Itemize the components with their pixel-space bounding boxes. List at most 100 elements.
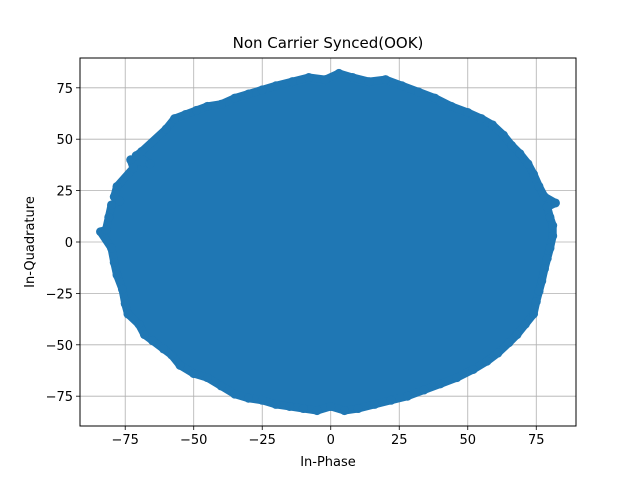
data-point <box>493 348 503 358</box>
x-axis-ticks: −75 −50 −25 0 25 50 75 <box>111 426 545 448</box>
data-point <box>104 212 114 222</box>
y-axis-ticks: −75 −50 −25 0 25 50 75 <box>46 82 80 405</box>
data-point <box>107 243 117 253</box>
data-point <box>476 114 486 124</box>
y-tick-label: −25 <box>46 287 73 302</box>
data-point <box>271 81 281 91</box>
data-point <box>244 89 254 99</box>
data-point <box>107 200 117 210</box>
y-tick-label: 25 <box>56 185 73 200</box>
data-point <box>515 149 525 159</box>
data-point <box>542 253 552 263</box>
data-point <box>257 85 267 95</box>
data-point <box>534 286 544 296</box>
data-point <box>145 159 155 169</box>
data-point <box>529 309 539 319</box>
data-point <box>101 225 111 235</box>
data-point <box>545 212 555 222</box>
x-tick-label: 0 <box>327 433 335 448</box>
data-point <box>230 93 240 103</box>
data-point <box>298 404 308 414</box>
data-point <box>304 73 314 83</box>
data-point <box>548 221 558 231</box>
data-point <box>348 73 358 83</box>
data-point <box>537 276 547 286</box>
data-point <box>257 395 267 405</box>
data-point <box>539 264 549 274</box>
y-tick-label: −75 <box>46 390 73 405</box>
x-tick-label: −75 <box>111 433 138 448</box>
data-point <box>216 99 226 109</box>
x-tick-label: 25 <box>391 433 408 448</box>
data-point <box>109 258 119 268</box>
data-point <box>364 77 374 87</box>
data-points <box>96 68 560 416</box>
x-tick-label: −50 <box>180 433 207 448</box>
data-point <box>550 198 560 208</box>
data-point <box>181 110 191 120</box>
data-point <box>134 319 144 329</box>
data-point <box>523 159 533 169</box>
data-point <box>419 385 429 395</box>
data-point <box>397 81 407 91</box>
data-point <box>230 389 240 399</box>
x-axis-label: In-Phase <box>300 455 356 470</box>
data-point <box>452 373 462 383</box>
data-point <box>413 87 423 97</box>
data-point <box>189 369 199 379</box>
data-point <box>539 192 549 202</box>
data-point <box>271 399 281 409</box>
data-point <box>529 169 539 179</box>
data-point <box>402 391 412 401</box>
data-point <box>504 338 514 348</box>
x-tick-label: 75 <box>528 433 545 448</box>
data-point <box>112 181 122 191</box>
data-point <box>120 299 130 309</box>
data-point <box>548 231 558 241</box>
data-point <box>512 330 522 340</box>
data-point <box>339 406 349 416</box>
data-point <box>534 181 544 191</box>
data-point <box>137 147 147 157</box>
data-point <box>167 350 177 360</box>
data-point <box>507 140 517 150</box>
data-point <box>148 336 158 346</box>
data-point <box>370 399 380 409</box>
data-point <box>542 202 552 212</box>
data-point <box>531 297 541 307</box>
data-point <box>159 344 169 354</box>
y-tick-label: 0 <box>65 236 73 251</box>
data-point <box>446 101 456 111</box>
x-tick-label: 50 <box>459 433 476 448</box>
data-point <box>191 105 201 115</box>
data-point <box>202 373 212 383</box>
data-point <box>482 356 492 366</box>
data-point <box>287 77 297 87</box>
data-point <box>545 243 555 253</box>
data-point <box>175 360 185 370</box>
y-tick-label: 75 <box>56 82 73 97</box>
y-axis-label: In-Quadrature <box>23 196 38 288</box>
data-point <box>128 163 138 173</box>
data-point <box>312 406 322 416</box>
data-point <box>170 114 180 124</box>
data-point <box>112 270 122 280</box>
x-tick-label: −25 <box>249 433 276 448</box>
data-point <box>435 379 445 389</box>
data-point <box>139 330 149 340</box>
data-point <box>202 101 212 111</box>
data-point <box>216 381 226 391</box>
chart-title: Non Carrier Synced(OOK) <box>233 34 424 52</box>
data-point <box>115 196 125 206</box>
data-point <box>430 93 440 103</box>
data-point <box>463 107 473 117</box>
data-point <box>326 401 336 411</box>
data-point <box>381 75 391 85</box>
data-point <box>353 404 363 414</box>
data-point <box>161 124 171 134</box>
data-point <box>520 319 530 329</box>
data-point <box>285 401 295 411</box>
data-point <box>123 309 133 319</box>
data-point <box>498 130 508 140</box>
